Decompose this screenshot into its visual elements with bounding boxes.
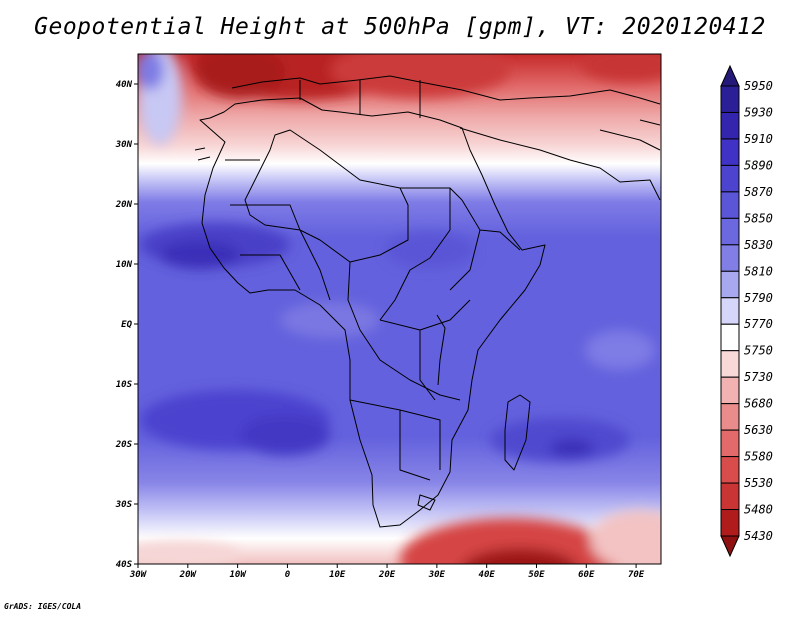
colorbar-swatch: [720, 350, 740, 378]
colorbar-label: 5950: [744, 79, 773, 93]
colorbar-label: 5830: [744, 238, 773, 252]
y-tick-label: 20N: [115, 200, 133, 210]
colorbar-label: 5580: [744, 450, 773, 464]
colorbar-label: 5750: [744, 344, 773, 358]
y-tick-label: 30N: [115, 140, 133, 150]
x-tick-label: 30E: [428, 570, 446, 580]
colorbar-swatch: [720, 244, 740, 272]
y-tick-label: 10S: [116, 380, 133, 390]
colorbar-label: 5680: [744, 397, 773, 411]
colorbar-label: 5910: [744, 132, 773, 146]
colorbar-label: 5790: [744, 291, 773, 305]
colorbar-swatch: [720, 217, 740, 246]
colorbar-label: 5850: [744, 211, 773, 225]
colorbar-label: 5480: [744, 503, 773, 517]
colorbar-label: 5870: [744, 185, 773, 199]
plot-frame: [137, 53, 662, 565]
x-tick-label: 70E: [628, 570, 645, 580]
coastlines: [194, 75, 661, 528]
colorbar-swatch: [720, 509, 740, 537]
x-tick-label: 10E: [329, 570, 346, 580]
colorbar-swatch: [720, 403, 740, 431]
colorbar-swatch: [720, 138, 740, 166]
colorbar-label: 5430: [744, 529, 773, 543]
colorbar-label: 5530: [744, 476, 773, 490]
x-tick-label: 50E: [528, 570, 545, 580]
x-axis: 30W 20W 10W 0 10E 20E 30E 40E 50E 60E 70E: [129, 564, 645, 580]
y-tick-label: EQ: [121, 320, 132, 330]
colorbar-swatch: [720, 270, 740, 299]
map-title: Geopotential Height at 500hPa [gpm], VT:…: [34, 14, 766, 40]
x-tick-label: 30W: [129, 570, 148, 580]
footer-credit: GrADS: IGES/COLA: [4, 602, 82, 611]
colorbar-swatch: [720, 482, 740, 511]
field-shading: [138, 54, 661, 564]
x-tick-label: 20W: [179, 570, 198, 580]
colorbar-swatch: [720, 323, 740, 352]
colorbar-swatch: [720, 111, 740, 140]
colorbar-label: 5810: [744, 264, 773, 278]
colorbar-label: 5630: [744, 423, 773, 437]
colorbar-swatch: [720, 164, 740, 193]
colorbar-label: 5930: [744, 105, 773, 119]
x-tick-label: 60E: [578, 570, 595, 580]
y-tick-label: 10N: [116, 260, 133, 270]
colorbar-label: 5730: [744, 370, 773, 384]
y-tick-label: 40N: [116, 80, 133, 90]
colorbar-swatch: [720, 85, 740, 113]
colorbar-label: 5770: [744, 317, 773, 331]
colorbar-label: 5890: [744, 158, 773, 172]
x-tick-label: 20E: [378, 570, 396, 580]
colorbar-bottom-arrow: [720, 535, 740, 558]
x-tick-label: 40E: [479, 570, 496, 580]
colorbar-swatch: [720, 429, 740, 458]
colorbar-top-arrow: [720, 64, 740, 87]
y-tick-label: 20S: [115, 440, 133, 450]
y-tick-label: 40S: [116, 560, 133, 570]
y-axis: 40N 30N 20N 10N EQ 10S 20S 30S 40S: [115, 80, 138, 570]
x-tick-label: 0: [285, 570, 291, 580]
x-tick-label: 10W: [229, 570, 247, 580]
colorbar-swatch: [720, 297, 740, 325]
colorbar-swatch: [720, 376, 740, 405]
colorbar-swatch: [720, 191, 740, 219]
colorbar-swatch: [720, 456, 740, 484]
colorbar: 5950 5930 5910 5890 5870 5850 5830 5810 5790 5770…: [720, 64, 773, 558]
y-tick-label: 30S: [115, 500, 133, 510]
